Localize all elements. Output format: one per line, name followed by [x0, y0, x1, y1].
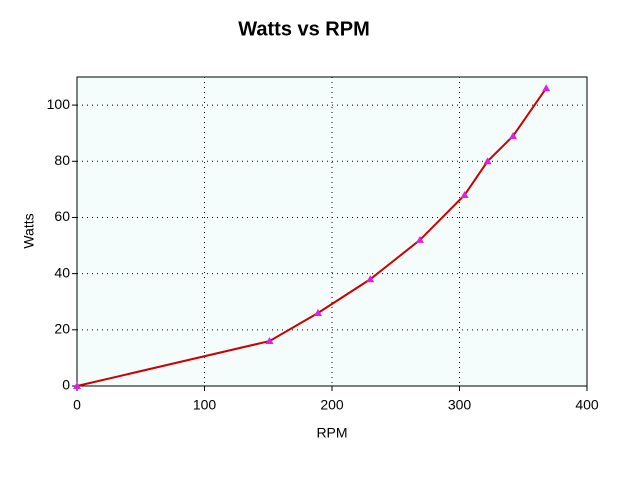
x-tick-label: 300 — [448, 397, 472, 413]
y-tick-label: 80 — [54, 152, 70, 168]
y-tick-label: 20 — [54, 321, 70, 337]
x-tick-label: 400 — [575, 397, 599, 413]
chart-title: Watts vs RPM — [238, 18, 370, 40]
marker — [509, 131, 518, 139]
marker — [415, 235, 424, 243]
marker — [313, 308, 322, 316]
marker — [542, 84, 551, 92]
marker — [366, 275, 375, 283]
y-tick-label: 0 — [62, 377, 70, 393]
x-tick-label: 200 — [320, 397, 344, 413]
plot-area — [76, 76, 588, 387]
marker — [483, 157, 492, 165]
x-axis-label: RPM — [316, 425, 347, 441]
marker — [460, 190, 469, 198]
marker — [265, 337, 274, 345]
y-tick-label: 40 — [54, 264, 70, 280]
y-tick-label: 100 — [47, 96, 71, 112]
y-axis-label: Watts — [21, 213, 37, 248]
marker — [73, 382, 81, 389]
y-tick-label: 60 — [54, 208, 70, 224]
x-tick-label: 100 — [193, 397, 217, 413]
x-tick-label: 0 — [73, 397, 81, 413]
